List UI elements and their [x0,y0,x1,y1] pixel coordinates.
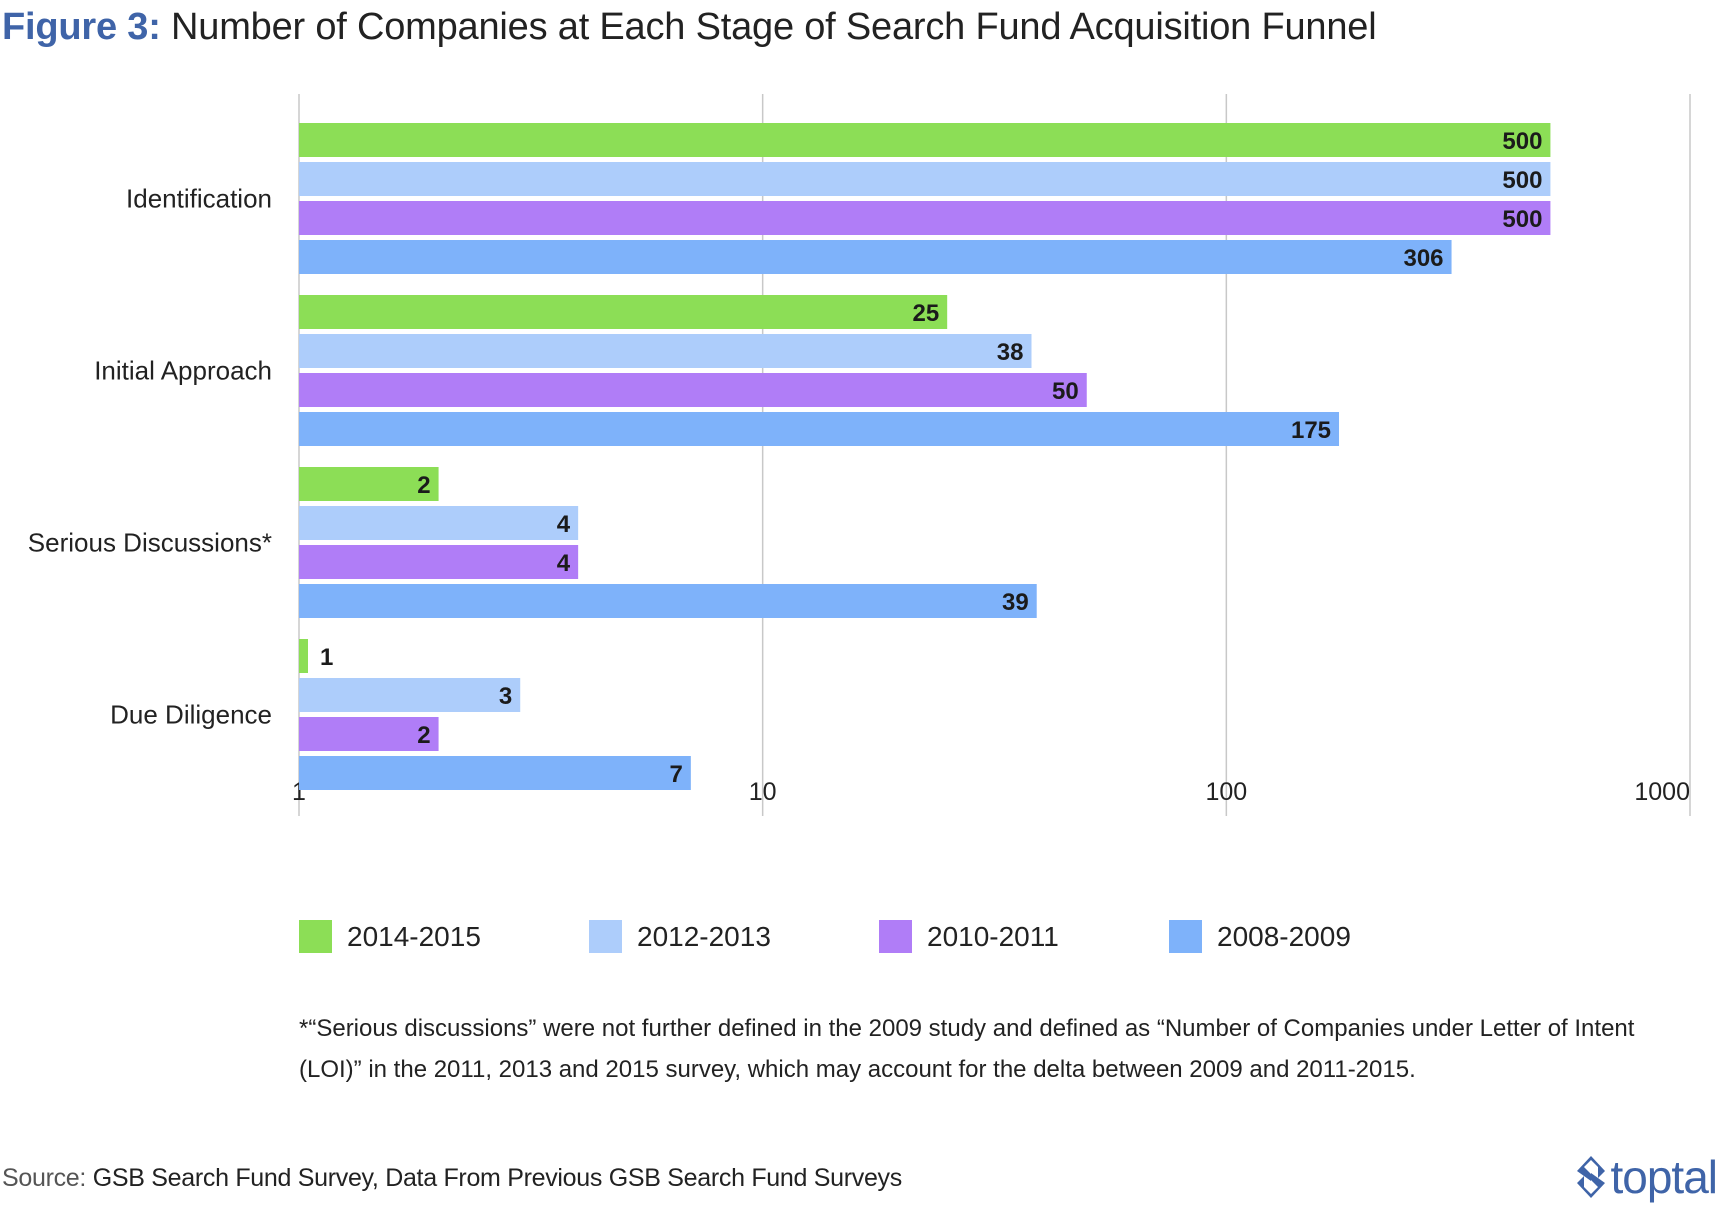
bar [299,756,691,790]
x-tick-label: 1000 [1634,778,1690,806]
category-label: Identification [126,184,272,214]
source-prefix: Source: [2,1164,87,1192]
bar [299,123,1551,157]
bar [299,162,1551,196]
data-label: 38 [997,339,1024,366]
data-label: 175 [1291,417,1331,444]
toptal-diamond-icon [1577,1156,1606,1198]
legend-label: 2014-2015 [347,920,481,952]
bar [299,240,1452,274]
bar [299,717,439,751]
bar [299,201,1551,235]
brand-wordmark: toptal [1610,1151,1718,1203]
data-label: 500 [1502,167,1542,194]
data-label: 2 [417,472,430,499]
legend-item: 2014-2015 [299,920,481,953]
legend: 2014-2015 2012-2013 2010-2011 2008-2009 [0,920,1721,960]
chart-title: Figure 3: Number of Companies at Each St… [2,6,1377,49]
figure-number: Figure 3: [2,6,161,48]
legend-item: 2012-2013 [589,920,771,953]
legend-swatch [299,920,332,953]
data-label: 1 [320,644,333,671]
x-tick-label: 100 [1205,778,1247,806]
bar [299,506,579,540]
data-label: 7 [669,761,682,788]
data-label: 25 [912,300,939,327]
category-label: Serious Discussions* [28,528,272,558]
data-label: 4 [557,511,571,538]
legend-label: 2012-2013 [637,920,771,952]
bar [299,639,308,673]
bar [299,678,521,712]
data-label: 3 [499,683,512,710]
toptal-logo: toptal [1574,1150,1718,1204]
legend-label: 2008-2009 [1217,920,1351,952]
legend-swatch [1169,920,1202,953]
legend-item: 2008-2009 [1169,920,1351,953]
source-line: Source: GSB Search Fund Survey, Data Fro… [2,1164,902,1193]
legend-item: 2010-2011 [879,920,1059,953]
category-label: Initial Approach [94,356,272,386]
legend-swatch [589,920,622,953]
bar-chart: 1 10 100 1000 Identification 500 500 500 306 Init… [28,94,1691,816]
data-label: 2 [417,722,430,749]
bar [299,412,1340,446]
figure-title-text: Number of Companies at Each Stage of Sea… [171,6,1377,48]
bar [299,584,1037,618]
data-label: 50 [1052,378,1079,405]
x-tick-label: 10 [749,778,777,806]
bar [299,373,1087,407]
data-label: 306 [1403,245,1443,272]
data-label: 500 [1502,128,1542,155]
data-label: 39 [1002,589,1029,616]
footnote: *“Serious discussions” were not further … [299,1015,1635,1083]
category-label: Due Diligence [110,700,272,730]
bar [299,334,1032,368]
data-label: 4 [557,550,571,577]
legend-swatch [879,920,912,953]
bar [299,545,579,579]
bar [299,295,948,329]
legend-label: 2010-2011 [927,920,1059,952]
data-label: 500 [1502,206,1542,233]
bar [299,467,439,501]
source-text: GSB Search Fund Survey, Data From Previo… [92,1164,903,1192]
